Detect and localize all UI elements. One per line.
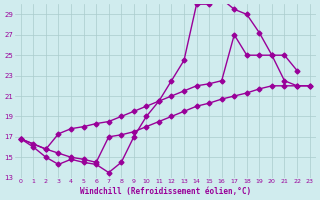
X-axis label: Windchill (Refroidissement éolien,°C): Windchill (Refroidissement éolien,°C)	[80, 187, 251, 196]
